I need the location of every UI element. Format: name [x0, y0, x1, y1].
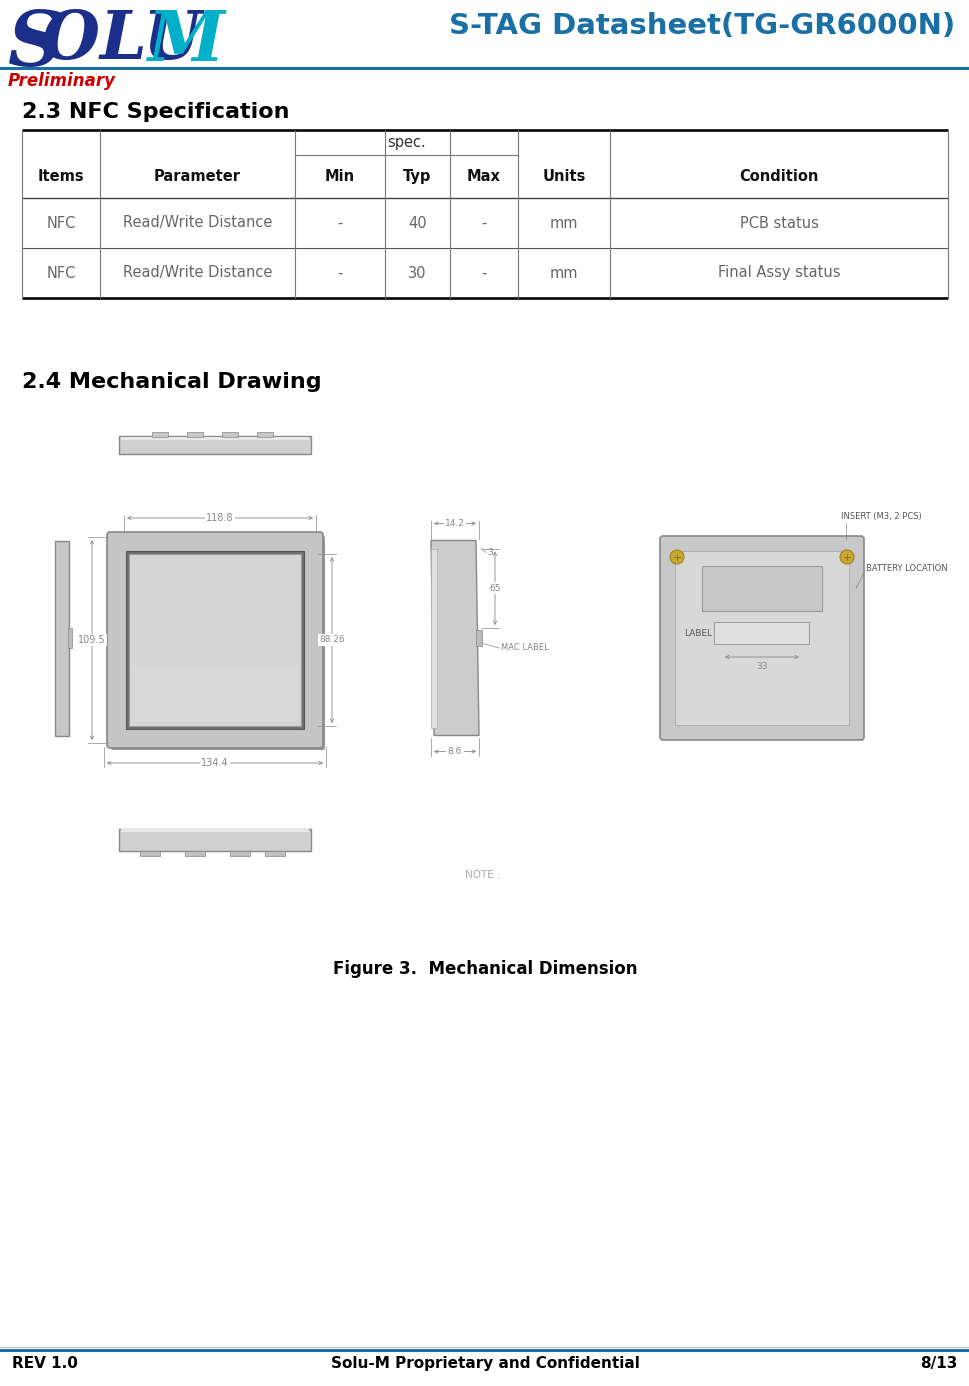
Bar	[185, 851, 204, 857]
FancyBboxPatch shape	[659, 536, 863, 740]
Bar	[714, 622, 809, 644]
Text: 2.4 Mechanical Drawing: 2.4 Mechanical Drawing	[22, 371, 322, 392]
Text: S-TAG Datasheet(TG-GR6000N): S-TAG Datasheet(TG-GR6000N)	[449, 12, 954, 40]
Bar	[119, 437, 311, 455]
Circle shape	[839, 550, 853, 564]
Text: NFC: NFC	[47, 266, 76, 280]
Bar	[476, 631, 482, 646]
Bar	[430, 549, 437, 728]
Bar	[126, 552, 303, 729]
Text: 2.3 NFC Specification: 2.3 NFC Specification	[22, 103, 289, 122]
Text: PCB status: PCB status	[738, 215, 818, 230]
Text: 8.6: 8.6	[448, 747, 461, 755]
Text: 109.5: 109.5	[78, 635, 106, 644]
Text: INSERT (M3, 2 PCS): INSERT (M3, 2 PCS)	[840, 511, 921, 521]
Text: -: -	[481, 215, 486, 230]
Text: 65: 65	[488, 584, 500, 593]
Text: Final Assy status: Final Assy status	[717, 266, 839, 280]
Bar	[674, 552, 848, 725]
Bar	[222, 432, 237, 437]
Bar	[265, 851, 285, 857]
FancyBboxPatch shape	[110, 536, 325, 750]
Text: mm: mm	[549, 266, 578, 280]
Text: Units: Units	[542, 169, 585, 184]
Text: Parameter: Parameter	[154, 169, 240, 184]
Bar	[230, 851, 250, 857]
Text: Read/Write Distance: Read/Write Distance	[123, 215, 272, 230]
Text: NFC: NFC	[47, 215, 76, 230]
Text: Max: Max	[467, 169, 500, 184]
Text: 40: 40	[408, 215, 426, 230]
Text: LABEL: LABEL	[684, 628, 712, 638]
Text: 134.4: 134.4	[201, 758, 229, 768]
Bar	[119, 829, 311, 851]
Polygon shape	[430, 541, 479, 736]
Bar	[140, 851, 160, 857]
Circle shape	[670, 550, 683, 564]
Text: spec.: spec.	[387, 134, 425, 150]
Text: 3: 3	[486, 547, 492, 557]
Text: Figure 3.  Mechanical Dimension: Figure 3. Mechanical Dimension	[332, 960, 637, 979]
Text: OLU: OLU	[42, 8, 225, 73]
Text: 8/13: 8/13	[920, 1356, 957, 1371]
Text: 30: 30	[408, 266, 426, 280]
Text: BATTERY LOCATION: BATTERY LOCATION	[865, 564, 947, 572]
Text: -: -	[337, 266, 342, 280]
Text: 88.26: 88.26	[319, 636, 345, 644]
Text: S: S	[8, 8, 63, 82]
FancyBboxPatch shape	[107, 532, 323, 748]
Text: mm: mm	[549, 215, 578, 230]
Text: Read/Write Distance: Read/Write Distance	[123, 266, 272, 280]
Text: -: -	[337, 215, 342, 230]
Bar	[702, 565, 821, 611]
Text: 118.8: 118.8	[206, 513, 234, 523]
Text: Preliminary: Preliminary	[8, 72, 116, 90]
Bar	[187, 432, 203, 437]
Text: Typ: Typ	[403, 169, 431, 184]
Text: M: M	[148, 8, 225, 75]
Text: REV 1.0: REV 1.0	[12, 1356, 78, 1371]
Bar	[121, 829, 309, 832]
Bar	[129, 554, 300, 726]
Text: Solu-M Proprietary and Confidential: Solu-M Proprietary and Confidential	[330, 1356, 639, 1371]
Text: MAC LABEL: MAC LABEL	[500, 643, 548, 653]
Bar	[55, 541, 69, 736]
Bar	[152, 432, 168, 437]
Bar	[133, 665, 297, 722]
Text: Items: Items	[38, 169, 84, 184]
Text: 14.2: 14.2	[445, 518, 464, 528]
Text: 33: 33	[756, 663, 766, 671]
Text: Condition: Condition	[738, 169, 818, 184]
Text: Min: Min	[325, 169, 355, 184]
Text: -: -	[481, 266, 486, 280]
Bar	[121, 437, 309, 439]
Text: NOTE :: NOTE :	[464, 870, 500, 880]
Bar	[68, 628, 72, 649]
Bar	[257, 432, 272, 437]
